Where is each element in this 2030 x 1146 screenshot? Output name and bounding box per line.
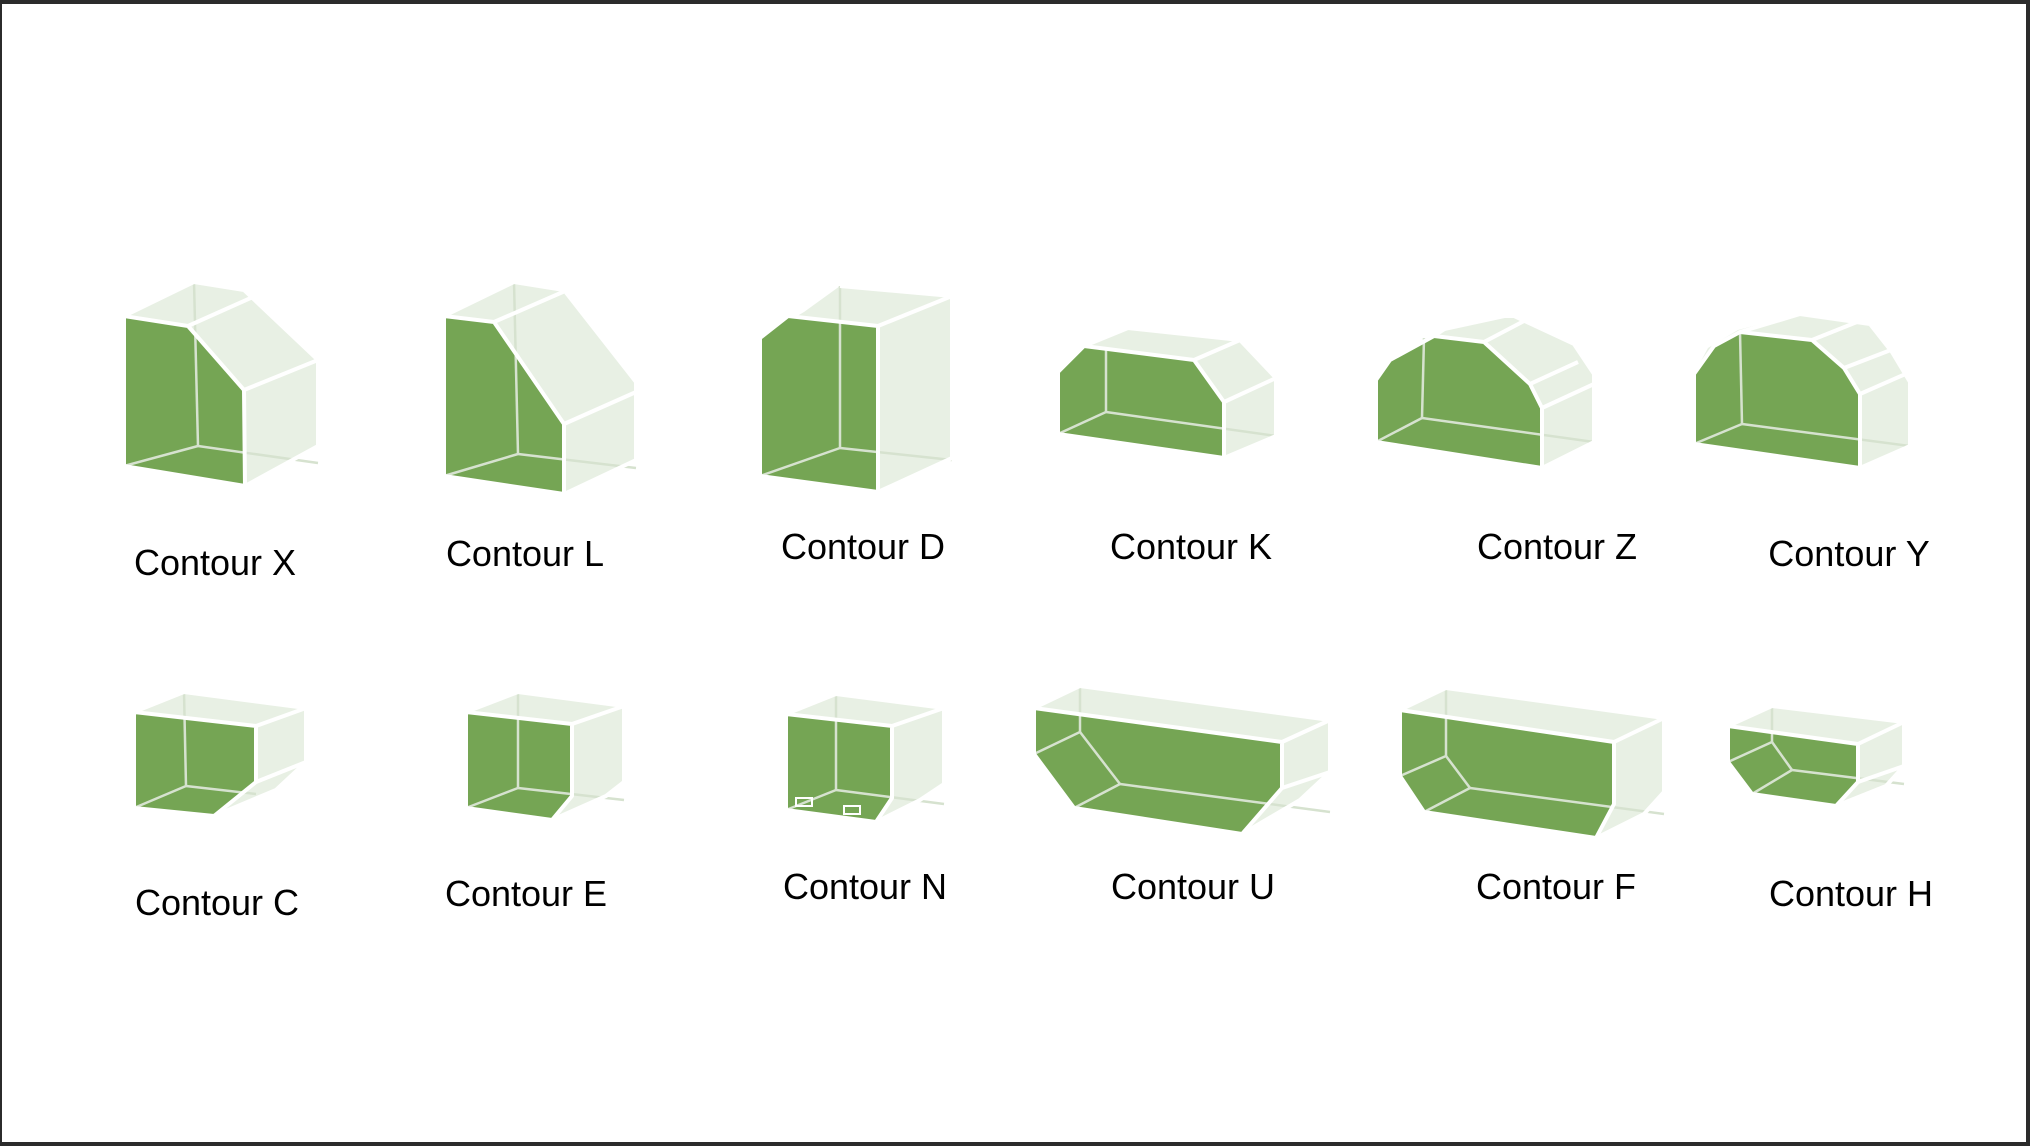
contour-l-shape (442, 280, 638, 496)
contour-l-label: Contour L (445, 533, 605, 574)
contour-f-label: Contour F (1475, 866, 1637, 907)
contour-y-label: Contour Y (1768, 533, 1930, 574)
diagram-canvas: Contour X Contour L Contour D Contour K … (2, 4, 2026, 1142)
contour-z-shape (1374, 314, 1596, 470)
vent-slot-right (843, 805, 861, 815)
contour-n-label: Contour N (782, 866, 948, 907)
contour-u-shape (1032, 684, 1332, 836)
contour-c-shape (132, 690, 308, 818)
contour-d-shape (758, 284, 954, 494)
contour-h-shape (1726, 704, 1906, 808)
contour-u-label: Contour U (1110, 866, 1276, 907)
contour-f-shape (1398, 686, 1666, 840)
contour-k-label: Contour K (1109, 526, 1273, 567)
contour-n-shape (784, 692, 946, 824)
contour-e-label: Contour E (444, 873, 608, 914)
contour-d-label: Contour D (780, 526, 946, 567)
contour-e-shape (464, 690, 626, 822)
contour-y-shape (1692, 312, 1912, 470)
contour-x-label: Contour X (133, 542, 297, 583)
contour-h-label: Contour H (1768, 873, 1934, 914)
vent-slot-left (795, 797, 813, 807)
contour-z-label: Contour Z (1476, 526, 1638, 567)
contour-k-shape (1056, 326, 1278, 460)
contour-x-shape (122, 280, 320, 488)
contour-c-label: Contour C (134, 882, 300, 923)
